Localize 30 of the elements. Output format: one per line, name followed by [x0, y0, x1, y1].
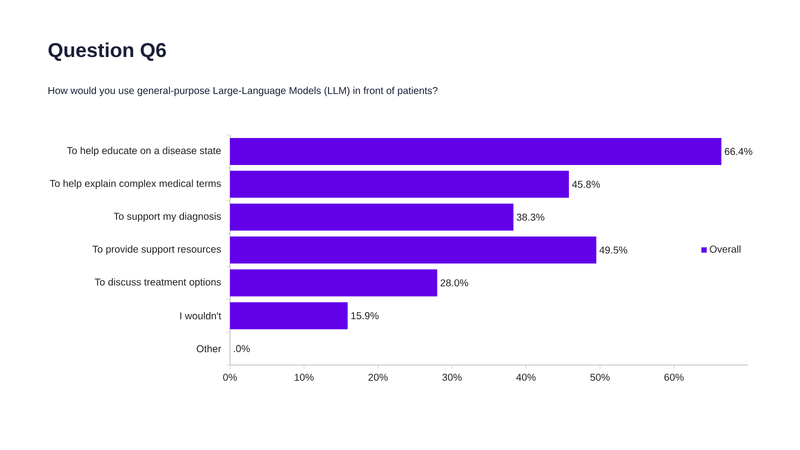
x-tick-label: 40%: [516, 374, 536, 381]
bar: [230, 236, 596, 264]
x-tick-label: 10%: [294, 374, 314, 381]
data-label: 28.0%: [440, 279, 468, 286]
data-label: 15.9%: [351, 312, 379, 320]
bar: [230, 204, 514, 231]
x-tick-label: 20%: [368, 374, 388, 381]
data-label: 38.3%: [516, 214, 544, 221]
y-tick-label: To provide support resources: [92, 245, 221, 255]
data-label: .0%: [234, 345, 250, 352]
y-tick-label: To support my diagnosis: [114, 212, 221, 222]
chart-title: Question Q6: [48, 42, 166, 61]
bar: [230, 170, 569, 198]
bar: [230, 269, 438, 296]
x-tick-label: 60%: [664, 374, 684, 381]
data-label: 49.5%: [599, 246, 628, 254]
chart-subtitle: How would you use general-purpose Large-Language Models (LLM) in front of patients?: [48, 86, 438, 96]
data-label: 66.4%: [724, 148, 752, 155]
bar: [230, 138, 722, 165]
y-tick-label: To help educate on a disease state: [66, 146, 221, 156]
x-tick-label: 30%: [442, 374, 462, 381]
y-tick-label: To help explain complex medical terms: [50, 180, 221, 189]
x-tick-label: 50%: [590, 374, 610, 381]
y-tick-label: Other: [196, 344, 222, 352]
y-tick-label: I wouldn't: [180, 312, 222, 320]
x-tick-label: 0%: [223, 374, 237, 381]
y-tick-label: To discuss treatment options: [94, 278, 221, 288]
data-label: 45.8%: [572, 180, 600, 188]
legend-label: Overall: [710, 245, 740, 253]
bar: [230, 302, 348, 330]
